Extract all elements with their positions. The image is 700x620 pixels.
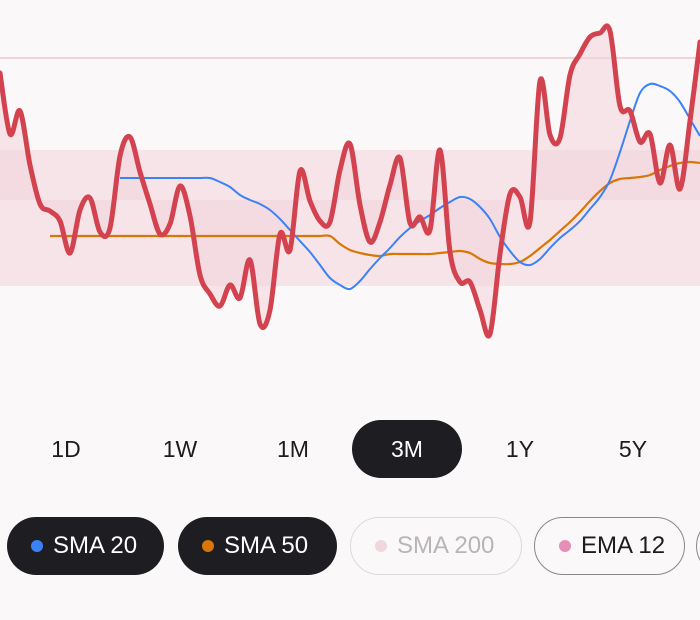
chip-sma-20[interactable]: SMA 20	[7, 517, 164, 575]
range-5y[interactable]: 5Y	[618, 435, 648, 462]
price-line	[0, 23, 700, 339]
chip-sma-50[interactable]: SMA 50	[178, 517, 337, 575]
range-3m[interactable]: 3M	[352, 420, 462, 478]
sma-200-dot-icon	[375, 540, 387, 552]
chip-label: SMA 200	[397, 532, 495, 559]
range-1d[interactable]: 1D	[51, 435, 81, 462]
chip-label: SMA 50	[224, 532, 309, 559]
range-1m[interactable]: 1M	[277, 435, 309, 462]
sma-20-line	[120, 82, 700, 291]
sma-50-dot-icon	[202, 540, 214, 552]
price-chart[interactable]	[0, 0, 700, 400]
chip-label: SMA 20	[53, 532, 138, 559]
time-range-selector: 1D 1W 1M 3M 1Y 5Y	[0, 420, 700, 478]
chip-ema-12[interactable]: EMA 12	[534, 517, 685, 575]
chip-overflow[interactable]	[696, 517, 700, 575]
ema-12-dot-icon	[559, 540, 571, 552]
chip-sma-200[interactable]: SMA 200	[350, 517, 522, 575]
price-area-fill	[0, 25, 700, 337]
range-1y[interactable]: 1Y	[505, 435, 535, 462]
indicator-chips: SMA 20 SMA 50 SMA 200 EMA 12	[0, 517, 700, 577]
chip-label: EMA 12	[581, 532, 666, 559]
sma-20-dot-icon	[31, 540, 43, 552]
range-1w[interactable]: 1W	[162, 435, 198, 462]
